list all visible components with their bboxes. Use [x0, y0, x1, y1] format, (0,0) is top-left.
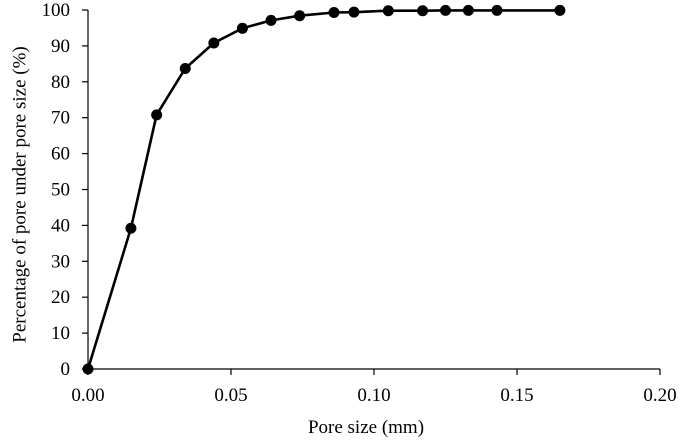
x-tick-label: 0.15 [500, 385, 533, 406]
data-point [265, 14, 277, 26]
data-point [348, 6, 360, 18]
y-tick-label: 60 [51, 144, 70, 165]
y-tick-label: 90 [51, 36, 70, 57]
data-point [208, 37, 220, 49]
y-axis-title: Percentage of pore under pore size (%) [10, 46, 31, 342]
x-tick-label: 0.00 [71, 385, 104, 406]
data-point [491, 4, 503, 16]
data-point [328, 7, 340, 19]
data-point [554, 4, 566, 16]
x-tick-label: 0.05 [214, 385, 247, 406]
data-point [125, 222, 137, 234]
data-point [236, 22, 248, 34]
data-point [417, 5, 429, 17]
data-point [179, 63, 191, 75]
data-point [382, 5, 394, 17]
x-tick-label: 0.10 [357, 385, 390, 406]
tick-labels: 0 10 20 30 40 50 60 70 80 90 100 0.00 0.05 0.10 0.15 0.… [42, 0, 677, 406]
data-point [462, 4, 474, 16]
y-tick-label: 30 [51, 251, 70, 272]
series-line [86, 9, 560, 370]
data-point [151, 109, 163, 121]
data-point [440, 4, 451, 16]
y-tick-label: 70 [51, 108, 70, 129]
y-tick-label: 10 [51, 323, 70, 344]
y-tick-label: 40 [51, 215, 70, 236]
data-point [294, 10, 306, 22]
x-axis-title: Pore size (mm) [308, 417, 424, 438]
data-series [82, 4, 566, 375]
y-tick-label: 50 [51, 180, 70, 201]
y-tick-label: 80 [51, 72, 70, 93]
x-tick-label: 0.20 [643, 385, 676, 406]
y-tick-label: 0 [61, 359, 71, 380]
axes [82, 9, 661, 375]
y-tick-label: 20 [51, 287, 70, 308]
data-point [82, 363, 94, 375]
y-tick-label: 100 [42, 0, 71, 21]
